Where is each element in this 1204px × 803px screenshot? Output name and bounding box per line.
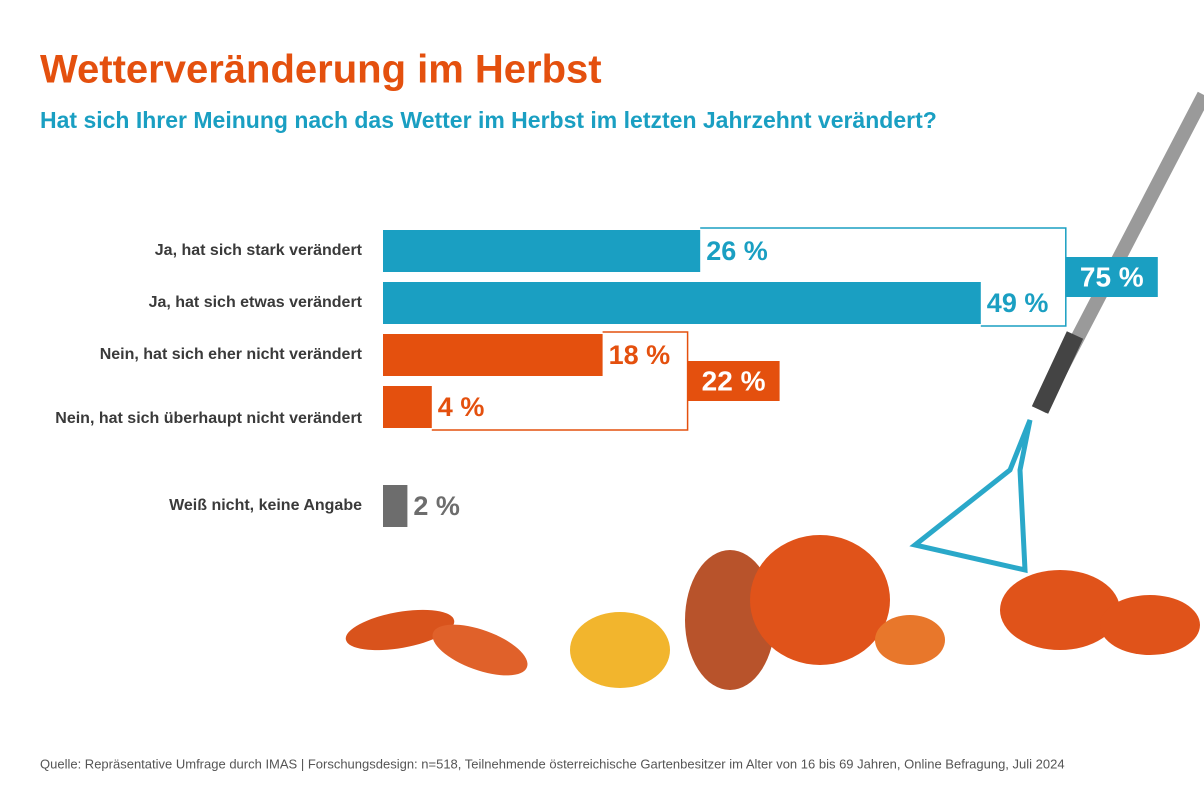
value-label: 4 % [438, 392, 485, 422]
bar [383, 334, 603, 376]
category-label: Nein, hat sich überhaupt nicht verändert [55, 410, 362, 427]
leaf [875, 615, 945, 665]
leaf [345, 609, 455, 651]
group-total: 75 % [1080, 261, 1144, 292]
group-box [687, 361, 780, 401]
chart-subtitle: Hat sich Ihrer Meinung nach das Wetter i… [40, 107, 937, 133]
category-label: Ja, hat sich etwas verändert [148, 294, 362, 311]
group-box [1065, 257, 1158, 297]
rake-grip [1031, 331, 1084, 414]
category-label: Nein, hat sich eher nicht verändert [99, 346, 362, 363]
bar [383, 282, 981, 324]
chart-title: Wetterveränderung im Herbst [40, 48, 602, 92]
decoration [345, 91, 1204, 690]
group-total: 22 % [702, 365, 766, 396]
rake-head [909, 419, 1033, 574]
value-label: 26 % [706, 236, 768, 266]
category-label: Ja, hat sich stark verändert [154, 242, 362, 259]
bar [383, 230, 701, 272]
value-label: 49 % [987, 288, 1049, 318]
leaf [750, 535, 890, 665]
leaf [570, 612, 670, 688]
source-note: Quelle: Repräsentative Umfrage durch IMA… [40, 756, 1065, 771]
value-label: 18 % [609, 340, 671, 370]
category-label: Weiß nicht, keine Angabe [169, 497, 362, 514]
leaf [1000, 570, 1120, 650]
value-label: 2 % [413, 491, 460, 521]
leaf [432, 624, 528, 676]
leaf [1100, 595, 1200, 655]
bar [383, 386, 432, 428]
bar [383, 485, 408, 527]
